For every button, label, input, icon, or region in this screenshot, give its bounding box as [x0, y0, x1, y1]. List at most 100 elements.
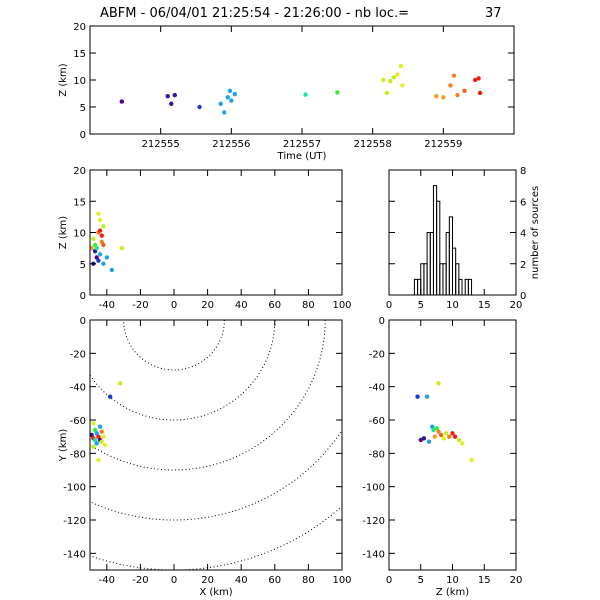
- time-height-point-9: [232, 91, 238, 97]
- zy-ytick-label-5: -40: [369, 383, 385, 394]
- zy-point-12: [441, 436, 446, 441]
- time-height-point-19: [388, 78, 393, 84]
- time-height-ytick-label-3: 15: [73, 49, 86, 60]
- xz-point-12: [101, 224, 106, 229]
- time-height-point-6: [222, 110, 227, 115]
- time-height-xtick-label-0: 212555: [142, 139, 180, 150]
- zy-ytick-label-2: -100: [362, 483, 385, 494]
- xz-point-7: [104, 255, 110, 260]
- time-height-point-4: [197, 104, 202, 110]
- xy-ytick-label-7: 0: [80, 316, 86, 327]
- xy-panel: -40 -20 0 20 40 60 80 100 -140 -120 -100 -80 -60 -40 -…: [58, 316, 352, 598]
- zy-point-19: [469, 457, 474, 463]
- xy-point-0: [118, 381, 123, 386]
- time-height-points: [119, 63, 483, 115]
- xy-point-17: [96, 457, 101, 463]
- xz-point-10: [96, 211, 101, 216]
- zy-panel: 0 5 10 15 20 -140 -120 -100 -80 -60 -40 -20 0 Z (km): [362, 316, 522, 598]
- histogram-xtick-label-1: 5: [418, 300, 424, 311]
- time-height-ytick-label-0: 0: [80, 130, 86, 141]
- histogram-bar-16: [467, 278, 473, 295]
- xz-xtick-label-7: 100: [332, 300, 351, 311]
- xy-points: [90, 381, 123, 463]
- time-height-point-13: [381, 77, 386, 83]
- xz-ytick-label-1: 5: [80, 260, 86, 271]
- time-height-point-14: [384, 90, 389, 96]
- xz-point-3: [96, 258, 101, 263]
- zy-point-11: [438, 432, 444, 438]
- xy-point-2: [91, 421, 96, 426]
- zy-point-15: [450, 431, 455, 436]
- xz-points: [90, 211, 125, 273]
- zy-ytick-label-3: -80: [369, 449, 385, 460]
- time-height-point-10: [229, 98, 234, 103]
- time-height-point-7: [225, 95, 230, 100]
- xy-rings: [90, 320, 342, 570]
- zy-points: [415, 381, 474, 463]
- xz-xtick-label-4: 40: [235, 300, 248, 311]
- xz-xtick-label-5: 60: [268, 300, 281, 311]
- time-height-point-11: [303, 92, 308, 97]
- xz-xtick-label-2: 0: [171, 300, 177, 311]
- zy-xtick-label-0: 0: [386, 575, 392, 586]
- zy-point-1: [424, 394, 430, 399]
- time-height-ytick-label-4: 20: [73, 22, 86, 33]
- range-ring-3: [90, 429, 342, 521]
- xy-ytick-label-4: -60: [70, 416, 86, 427]
- xy-point-5: [99, 429, 104, 434]
- xz-frame: [89, 169, 343, 296]
- xy-xtick-label-5: 60: [268, 575, 281, 586]
- time-height-point-22: [448, 83, 453, 88]
- xy-ylabel: Y (km): [58, 429, 69, 463]
- xy-point-15: [102, 442, 108, 448]
- xz-point-5: [109, 267, 115, 273]
- xy-point-6: [94, 431, 99, 436]
- xz-point-13: [119, 245, 125, 251]
- zy-point-5: [426, 439, 432, 444]
- xy-xtick-label-2: 0: [171, 575, 177, 586]
- histogram-ytick-label-4: 8: [520, 166, 526, 177]
- zy-point-9: [432, 434, 437, 439]
- histogram-ytick-label-1: 2: [520, 260, 526, 271]
- zy-frame: [388, 319, 517, 571]
- zy-xtick-label-2: 10: [446, 575, 459, 586]
- xz-point-17: [90, 245, 94, 251]
- xy-point-13: [99, 439, 104, 444]
- time-height-point-1: [165, 94, 170, 99]
- xz-point-19: [99, 233, 104, 238]
- zy-point-16: [452, 434, 458, 439]
- xy-ytick-label-3: -80: [70, 449, 86, 460]
- time-height-point-12: [335, 90, 340, 95]
- zy-ytick-label-6: -20: [369, 349, 385, 360]
- time-height-point-16: [395, 72, 400, 77]
- xy-xtick-label-1: -20: [132, 575, 148, 586]
- xz-xtick-label-0: -40: [99, 300, 115, 311]
- zy-ytick-label-4: -60: [369, 416, 385, 427]
- time-height-point-17: [398, 63, 404, 69]
- time-height-xlabel: Time (UT): [277, 151, 327, 162]
- zy-point-14: [447, 434, 452, 439]
- histogram-xtick-label-0: 0: [386, 300, 392, 311]
- xy-ytick-label-1: -120: [63, 516, 86, 527]
- xy-ytick-label-0: -140: [63, 549, 86, 560]
- time-height-xtick-label-2: 212557: [283, 139, 321, 150]
- zy-ytick-label-1: -120: [362, 516, 385, 527]
- time-height-point-20: [434, 94, 439, 99]
- zy-ytick-label-0: -140: [362, 549, 385, 560]
- zy-point-18: [459, 441, 465, 446]
- zy-xtick-label-1: 5: [418, 575, 424, 586]
- zy-point-10: [436, 429, 441, 434]
- histogram-bar-7: [436, 200, 441, 295]
- time-height-point-8: [227, 88, 233, 94]
- xy-point-4: [92, 427, 98, 433]
- time-height-xtick-label-1: 212556: [212, 139, 250, 150]
- xy-xtick-label-7: 100: [332, 575, 351, 586]
- zy-point-6: [429, 424, 435, 429]
- xy-frame: [89, 319, 343, 571]
- time-height-xtick-label-4: 212559: [424, 139, 462, 150]
- xz-ytick-label-2: 10: [73, 229, 86, 240]
- time-height-point-15: [391, 75, 397, 80]
- zy-xlabel: Z (km): [436, 587, 469, 598]
- time-height-xtick-label-3: 212558: [354, 139, 392, 150]
- time-height-point-2: [169, 101, 174, 106]
